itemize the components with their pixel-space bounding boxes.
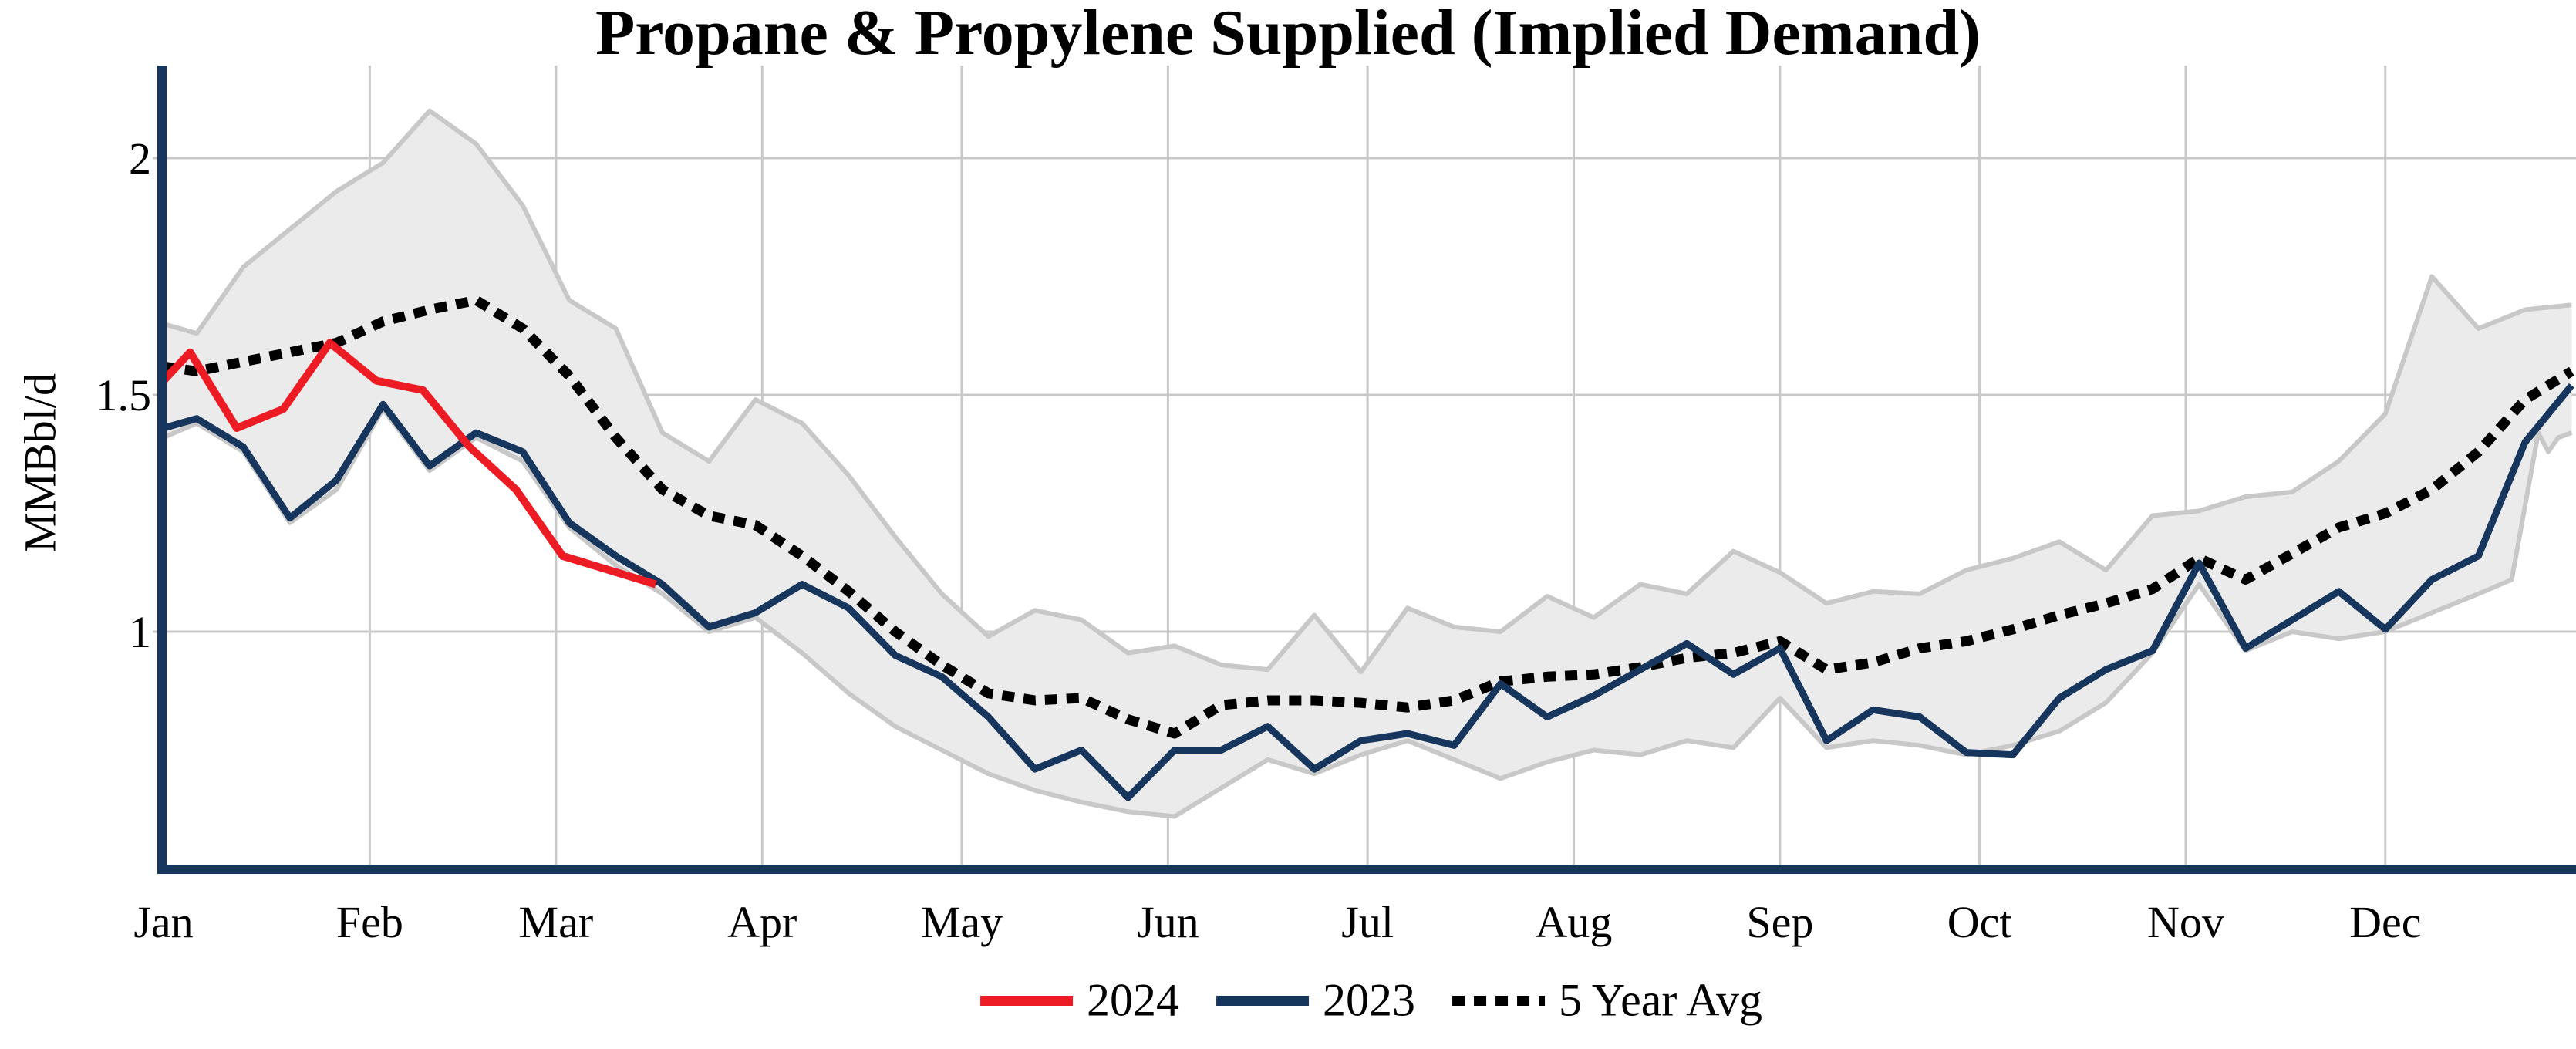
legend-label-2023: 2023: [1323, 974, 1416, 1026]
legend-item-2024: 2024: [979, 974, 1179, 1027]
legend-swatch-5yr-avg: [1452, 995, 1546, 1006]
legend: 2024 2023 5 Year Avg: [979, 974, 1762, 1027]
y-tick-label: 1: [129, 607, 151, 657]
legend-item-2023: 2023: [1215, 974, 1415, 1027]
y-tick-label: 2: [129, 133, 151, 184]
x-tick-label: Jul: [1341, 897, 1394, 947]
x-tick-label: Aug: [1536, 897, 1613, 947]
legend-label-5yr-avg: 5 Year Avg: [1559, 974, 1762, 1026]
x-tick-label: Oct: [1947, 897, 2012, 947]
series-line-5-year-avg: [163, 295, 2574, 739]
x-tick-label: May: [921, 897, 1003, 947]
x-tick-label: Nov: [2147, 897, 2224, 947]
legend-label-2024: 2024: [1087, 974, 1180, 1026]
legend-item-5yr-avg: 5 Year Avg: [1451, 974, 1762, 1027]
x-tick-label: Feb: [336, 897, 403, 947]
x-tick-label: Jun: [1137, 897, 1199, 947]
chart-title: Propane & Propylene Supplied (Implied De…: [595, 0, 1981, 69]
series-line-2023: [162, 383, 2574, 801]
x-tick-label: Apr: [727, 897, 797, 947]
x-tick-label: Jan: [133, 897, 193, 947]
band-bottom-edge: [162, 406, 2573, 819]
legend-swatch-2024: [980, 995, 1074, 1006]
legend-swatch-2023: [1216, 995, 1310, 1006]
x-tick-label: Mar: [519, 897, 594, 947]
band-top-edge: [163, 108, 2572, 675]
x-tick-label: Sep: [1746, 897, 1813, 947]
x-tick-label: Dec: [2349, 897, 2421, 947]
y-axis-label: MMBbl/d: [15, 373, 66, 553]
y-tick-label: 1.5: [96, 370, 152, 420]
series-line-2024: [160, 339, 657, 589]
